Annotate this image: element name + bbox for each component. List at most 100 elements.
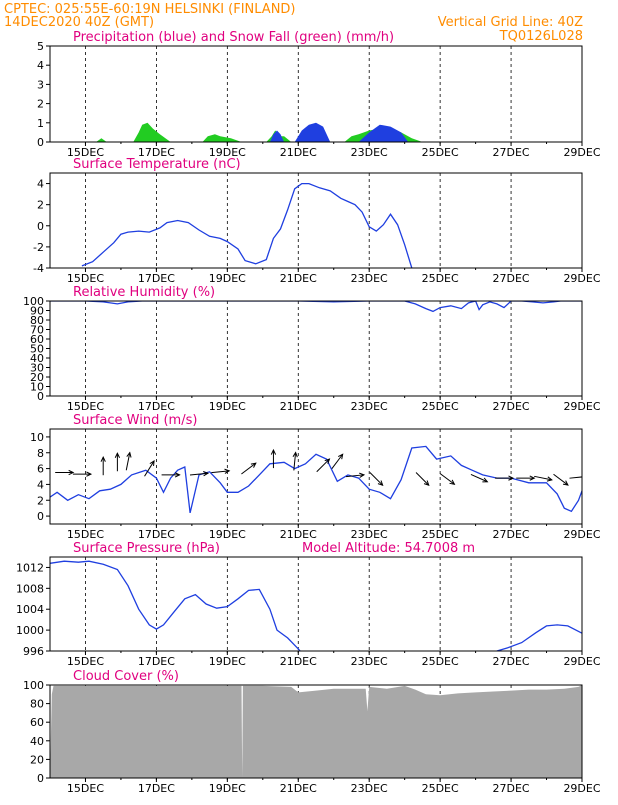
y-tick-label: -2 [33, 241, 44, 254]
panel-0: Precipitation (blue) and Snow Fall (gree… [37, 30, 601, 159]
series-line [50, 561, 309, 661]
x-tick-label: 23DEC [351, 782, 388, 795]
y-tick-label: 6 [37, 463, 44, 476]
x-tick-label: 21DEC [280, 272, 317, 285]
wind-arrow-head [583, 475, 588, 479]
x-tick-label: 25DEC [422, 782, 459, 795]
y-tick-label: 0 [37, 136, 44, 149]
panel-data [82, 184, 412, 268]
wind-arrow-shaft [416, 473, 429, 486]
panel-annotation: Model Altitude: 54.7008 m [302, 541, 475, 556]
y-tick-label: 0 [37, 772, 44, 785]
panel-frame [50, 173, 582, 268]
wind-arrow-shaft [145, 461, 155, 476]
y-tick-label: 10 [30, 431, 44, 444]
x-tick-label: 19DEC [209, 782, 246, 795]
wind-arrow [241, 463, 255, 474]
y-tick-label: 1 [37, 117, 44, 130]
x-tick-label: 17DEC [138, 400, 175, 413]
y-tick-label: 2 [37, 494, 44, 507]
y-tick-label: 3 [37, 78, 44, 91]
y-tick-label: 4 [37, 178, 44, 191]
x-tick-label: 23DEC [351, 400, 388, 413]
series-line [50, 446, 582, 513]
wind-arrow [211, 469, 229, 473]
wind-arrow [332, 454, 343, 468]
y-tick-label: 996 [23, 645, 44, 658]
x-tick-label: 25DEC [422, 400, 459, 413]
wind-arrow [271, 450, 275, 468]
panel-title: Cloud Cover (%) [73, 669, 179, 684]
x-tick-label: 21DEC [280, 400, 317, 413]
wind-arrow-shaft [370, 473, 383, 486]
x-tick-label: 19DEC [209, 400, 246, 413]
x-tick-label: 19DEC [209, 272, 246, 285]
x-tick-label: 27DEC [493, 400, 530, 413]
x-tick-label: 29DEC [563, 655, 600, 668]
wind-arrow [569, 475, 587, 479]
x-tick-label: 25DEC [422, 146, 459, 159]
panel-frame [50, 557, 582, 651]
x-tick-label: 21DEC [280, 782, 317, 795]
x-tick-label: 21DEC [280, 146, 317, 159]
panel-data [50, 561, 582, 661]
wind-arrow [162, 473, 180, 477]
header-model-id: TQ0126L028 [499, 29, 583, 44]
wind-arrow [534, 476, 552, 481]
wind-arrow-shaft [317, 459, 330, 472]
x-tick-label: 29DEC [563, 272, 600, 285]
y-tick-label: 100 [23, 295, 44, 308]
x-tick-label: 29DEC [563, 146, 600, 159]
y-tick-label: 2 [37, 98, 44, 111]
x-tick-label: 17DEC [138, 655, 175, 668]
wind-arrow [554, 474, 568, 485]
y-tick-label: 8 [37, 447, 44, 460]
y-tick-label: 4 [37, 59, 44, 72]
y-tick-label: 0 [37, 510, 44, 523]
x-tick-label: 15DEC [67, 655, 104, 668]
x-tick-label: 25DEC [422, 655, 459, 668]
series-line [497, 625, 582, 651]
x-tick-label: 15DEC [67, 782, 104, 795]
series-area [270, 123, 408, 142]
panel-data [96, 123, 422, 142]
y-tick-label: 5 [37, 40, 44, 53]
wind-arrow [73, 472, 91, 476]
panel-2: Relative Humidity (%)0102030405060708090… [23, 285, 601, 413]
wind-arrow [370, 473, 383, 486]
wind-arrow [55, 470, 73, 474]
panel-title: Surface Pressure (hPa) [73, 541, 220, 556]
x-tick-label: 27DEC [493, 528, 530, 541]
x-tick-label: 21DEC [280, 528, 317, 541]
panel-data [50, 301, 582, 311]
y-tick-label: 60 [30, 716, 44, 729]
x-tick-label: 17DEC [138, 782, 175, 795]
x-tick-label: 27DEC [493, 146, 530, 159]
wind-arrow [440, 473, 454, 484]
x-tick-label: 19DEC [209, 655, 246, 668]
x-tick-label: 29DEC [563, 400, 600, 413]
x-tick-label: 15DEC [67, 400, 104, 413]
x-tick-label: 15DEC [67, 272, 104, 285]
panel-title: Surface Temperature (nC) [73, 157, 241, 172]
y-tick-label: 4 [37, 478, 44, 491]
x-tick-label: 15DEC [67, 528, 104, 541]
x-tick-label: 17DEC [138, 272, 175, 285]
panel-4: Surface Pressure (hPa) Model Altitude: 54… [16, 541, 601, 668]
panel-frame [50, 301, 582, 396]
panel-title: Relative Humidity (%) [73, 285, 215, 300]
wind-arrow-shaft [554, 474, 568, 485]
wind-arrow-shaft [241, 463, 255, 474]
y-tick-label: 1000 [16, 624, 44, 637]
y-tick-label: 40 [30, 735, 44, 748]
x-tick-label: 17DEC [138, 528, 175, 541]
y-tick-label: 1004 [16, 603, 44, 616]
y-tick-label: 0 [37, 220, 44, 233]
series-area [50, 685, 582, 778]
x-tick-label: 25DEC [422, 528, 459, 541]
series-line [82, 184, 412, 268]
